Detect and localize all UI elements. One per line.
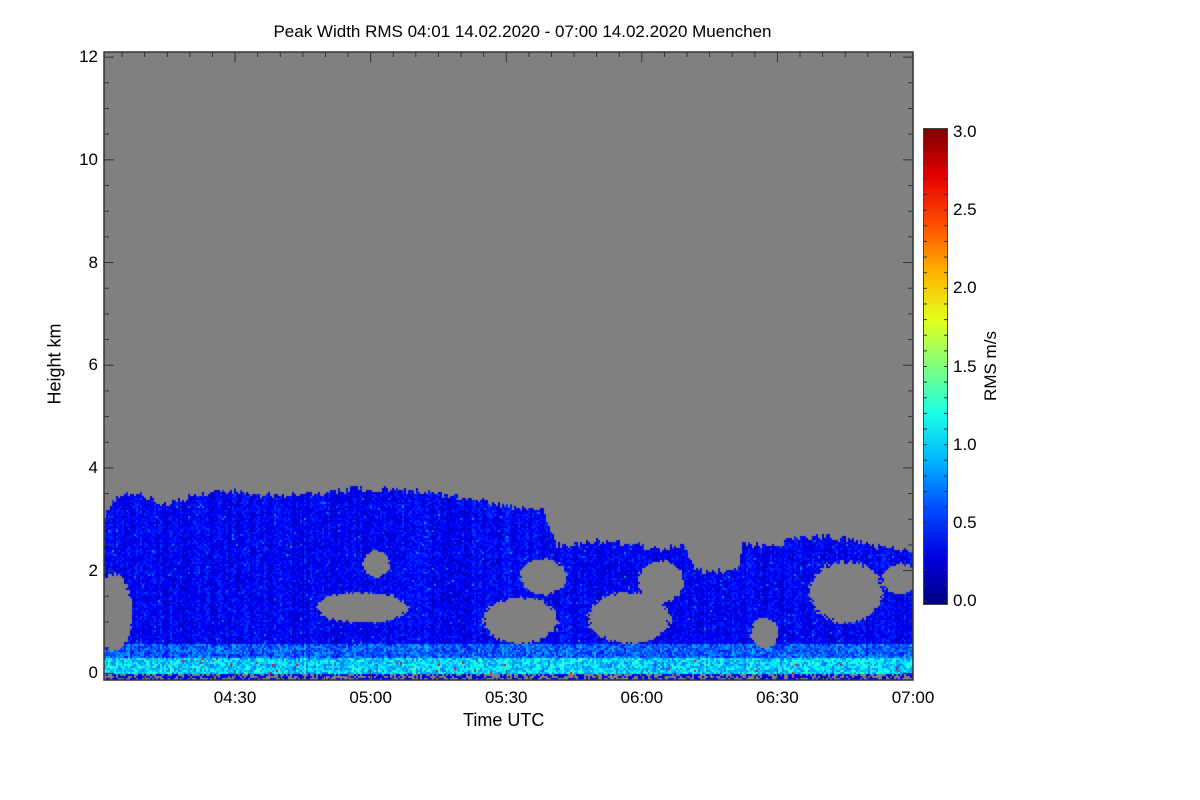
y-tick-label: 4 <box>88 457 98 477</box>
x-tick-label: 05:00 <box>349 688 392 707</box>
x-tick-label: 04:30 <box>213 688 257 707</box>
colorbar-tick-label: 3.0 <box>953 122 977 141</box>
colorbar-tick-label: 0.5 <box>953 512 977 532</box>
chart-title: Peak Width RMS 04:01 14.02.2020 - 07:00 … <box>273 22 772 41</box>
colorbar-tick-label: 2.0 <box>953 278 977 298</box>
colorbar-tick-label: 1.0 <box>953 434 977 454</box>
y-tick-label: 2 <box>88 560 98 580</box>
colorbar-tick-label: 2.5 <box>953 200 977 220</box>
plot-frame <box>103 51 914 681</box>
x-tick-label: 06:00 <box>620 688 664 707</box>
x-tick-label: 06:30 <box>756 688 799 707</box>
y-tick-label: 8 <box>88 252 98 272</box>
y-tick-label: 12 <box>79 47 98 67</box>
x-axis-label: Time UTC <box>463 710 545 730</box>
y-axis-label: Height km <box>44 323 65 405</box>
colorbar-label: RMS m/s <box>981 331 1000 401</box>
x-tick-label: 07:00 <box>891 688 935 707</box>
y-tick-label: 10 <box>79 149 98 169</box>
y-tick-label: 0 <box>88 663 98 683</box>
colorbar-tick-label: 1.5 <box>953 356 977 376</box>
y-tick-label: 6 <box>88 355 98 375</box>
heatmap-canvas <box>104 52 913 680</box>
x-tick-label: 05:30 <box>484 688 528 707</box>
colorbar-tick-label: 0.0 <box>953 591 977 610</box>
